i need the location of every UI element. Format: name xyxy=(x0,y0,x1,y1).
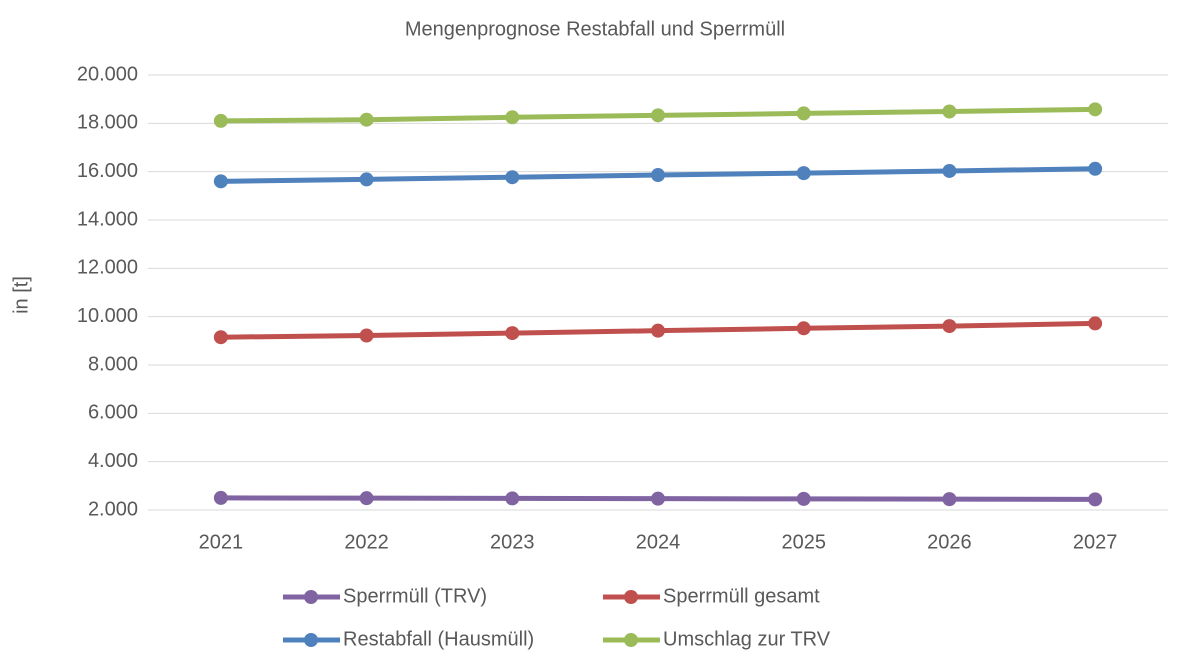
y-tick-label: 20.000 xyxy=(77,63,138,85)
data-point xyxy=(505,326,520,341)
y-tick-label: 2.000 xyxy=(88,498,138,520)
data-point xyxy=(213,174,228,189)
data-point xyxy=(359,172,374,187)
legend-marker xyxy=(624,633,638,647)
data-point xyxy=(505,110,520,125)
y-tick-label: 10.000 xyxy=(77,305,138,327)
data-point xyxy=(505,491,520,506)
data-point xyxy=(213,490,228,505)
data-point xyxy=(359,328,374,343)
data-point xyxy=(1088,161,1103,176)
legend-label: Umschlag zur TRV xyxy=(663,628,831,650)
legend-marker xyxy=(624,590,638,604)
y-tick-label: 12.000 xyxy=(77,257,138,279)
y-tick-label: 18.000 xyxy=(77,112,138,134)
x-tick-label: 2024 xyxy=(636,531,681,553)
data-point xyxy=(213,330,228,345)
chart-title: Mengenprognose Restabfall und Sperrmüll xyxy=(405,18,785,40)
y-tick-label: 4.000 xyxy=(88,450,138,472)
data-point xyxy=(359,491,374,506)
legend-label: Sperrmüll gesamt xyxy=(663,585,820,607)
data-point xyxy=(796,491,811,506)
y-tick-label: 14.000 xyxy=(77,208,138,230)
x-tick-label: 2022 xyxy=(344,531,389,553)
x-tick-label: 2023 xyxy=(490,531,535,553)
legend-label: Sperrmüll (TRV) xyxy=(343,585,487,607)
y-axis-label: in [t] xyxy=(10,276,32,314)
data-point xyxy=(651,323,665,338)
x-tick-label: 2021 xyxy=(199,531,244,553)
data-point xyxy=(796,166,811,181)
x-tick-label: 2026 xyxy=(927,531,972,553)
legend-label: Restabfall (Hausmüll) xyxy=(343,628,534,650)
data-point xyxy=(213,113,228,128)
data-point xyxy=(1088,492,1103,507)
data-point xyxy=(942,319,957,334)
data-point xyxy=(651,491,665,506)
legend-marker xyxy=(304,590,318,604)
y-tick-label: 6.000 xyxy=(88,402,138,424)
data-point xyxy=(651,108,665,123)
data-point xyxy=(359,112,374,127)
y-tick-label: 8.000 xyxy=(88,353,138,375)
data-point xyxy=(1088,316,1103,331)
data-point xyxy=(796,321,811,336)
data-point xyxy=(942,163,957,178)
data-point xyxy=(942,104,957,119)
data-point xyxy=(942,492,957,507)
data-point xyxy=(505,170,520,185)
legend-marker xyxy=(304,633,318,647)
y-tick-label: 16.000 xyxy=(77,160,138,182)
data-point xyxy=(1088,102,1103,117)
data-point xyxy=(651,168,665,183)
x-tick-label: 2027 xyxy=(1073,531,1118,553)
x-tick-label: 2025 xyxy=(781,531,826,553)
data-point xyxy=(796,106,811,121)
